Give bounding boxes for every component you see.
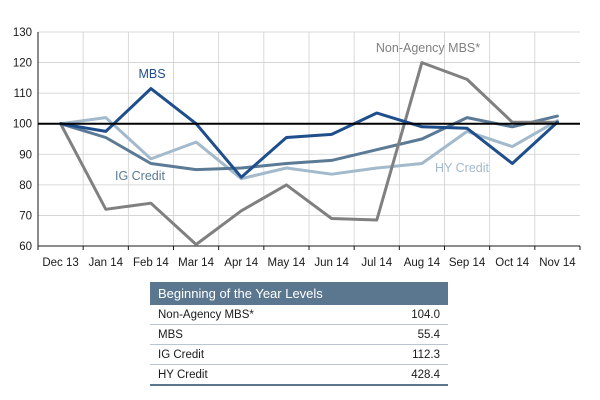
x-tick-label: May 14 (268, 257, 306, 269)
y-axis-ticks: 60 70 80 90 100 110 120 130 (13, 27, 32, 253)
x-tick-label: Feb 14 (133, 257, 169, 269)
levels-table: Beginning of the Year Levels Non-Agency … (150, 282, 448, 386)
y-tick-label: 120 (13, 58, 32, 70)
row-value: 112.3 (362, 344, 448, 365)
series-line-non-agency-mbs (59, 61, 559, 246)
x-tick-label: Dec 13 (42, 257, 78, 269)
row-value: 104.0 (362, 305, 448, 325)
x-tick-label: Apr 14 (224, 257, 258, 269)
series-line-ig-credit (59, 114, 559, 172)
row-name: IG Credit (150, 344, 363, 365)
row-name: HY Credit (150, 364, 363, 386)
series-lines (38, 61, 580, 246)
table-row: HY Credit 428.4 (150, 364, 448, 386)
series-label-ig-credit: IG Credit (115, 169, 166, 183)
x-tick-label: Sep 14 (449, 257, 486, 269)
x-tick-label: Oct 14 (495, 257, 529, 269)
y-tick-label: 70 (19, 210, 32, 222)
x-tick-label: Jun 14 (314, 257, 349, 269)
row-name: MBS (150, 324, 363, 345)
x-axis-ticks: Dec 13 Jan 14 Feb 14 Mar 14 Apr 14 May 14 Jun … (42, 257, 576, 269)
row-value: 55.4 (362, 324, 448, 345)
x-tick-label: Jan 14 (88, 257, 123, 269)
x-tick-label: Mar 14 (178, 257, 214, 269)
table-row: Non-Agency MBS* 104.0 (150, 305, 448, 325)
row-name: Non-Agency MBS* (150, 305, 363, 325)
row-value: 428.4 (362, 364, 448, 386)
series-label-non-agency-mbs: Non-Agency MBS* (376, 41, 480, 55)
series-label-mbs: MBS (138, 67, 165, 81)
y-tick-label: 100 (13, 119, 32, 131)
line-chart: 60 70 80 90 100 110 120 130 Dec 13 Jan 14 Feb 14 M… (13, 27, 581, 269)
series-label-hy-credit: HY Credit (435, 161, 489, 175)
y-tick-label: 60 (19, 241, 32, 253)
gridlines (37, 31, 581, 250)
y-tick-label: 80 (19, 180, 32, 192)
x-tick-label: Jul 14 (361, 257, 392, 269)
table-title: Beginning of the Year Levels (150, 282, 448, 305)
series-line-mbs (59, 87, 559, 179)
x-tick-label: Nov 14 (539, 257, 576, 269)
levels-table-container: Beginning of the Year Levels Non-Agency … (150, 282, 448, 386)
table-row: MBS 55.4 (150, 324, 448, 345)
x-tick-label: Aug 14 (404, 257, 441, 269)
y-tick-label: 110 (14, 88, 32, 100)
y-tick-label: 130 (13, 27, 32, 39)
table-row: IG Credit 112.3 (150, 344, 448, 365)
series-labels: MBS IG Credit HY Credit Non-Agency MBS* (115, 41, 490, 183)
y-tick-label: 90 (19, 149, 32, 161)
table-header-row: Beginning of the Year Levels (150, 282, 448, 305)
